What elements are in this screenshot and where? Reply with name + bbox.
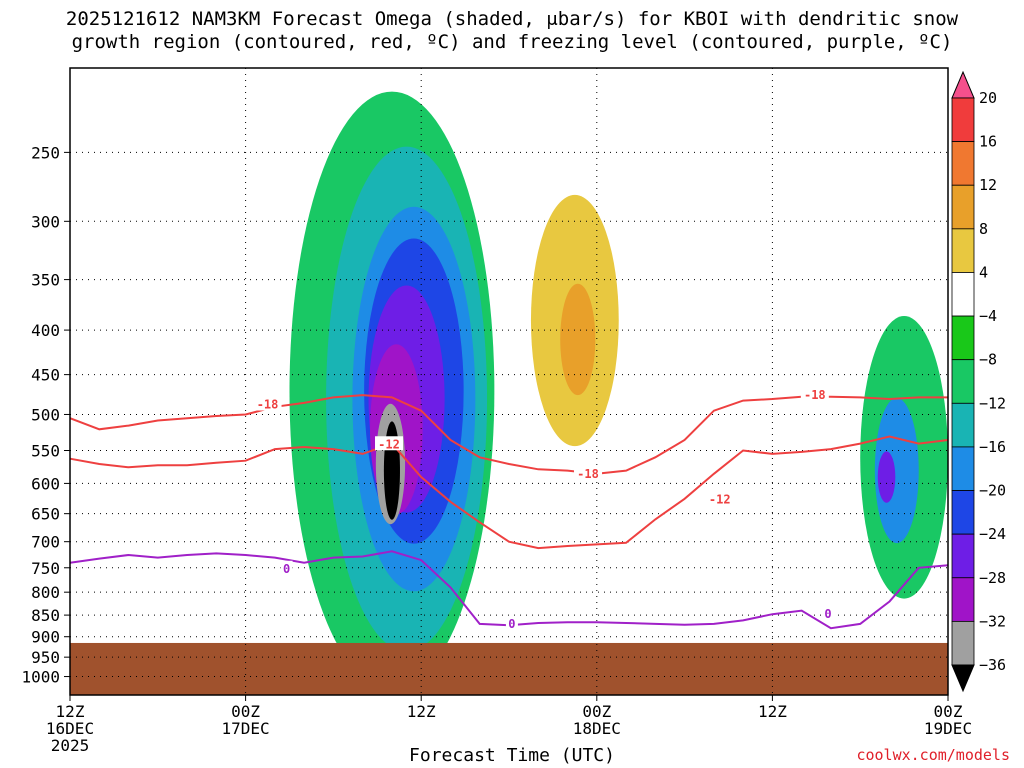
x-tick-line2: 16DEC [45, 719, 95, 738]
y-tick-label-300: 300 [31, 212, 60, 231]
y-tick-label-450: 450 [31, 366, 60, 385]
y-tick-label-650: 650 [31, 505, 60, 524]
contour-label-bg-freezing_level-0 [280, 560, 293, 575]
x-axis-label: Forecast Time (UTC) [409, 745, 615, 766]
colorbar-bin-8 [951, 402, 975, 448]
colorbar-bin-2 [951, 141, 975, 186]
y-tick-label-500: 500 [31, 405, 60, 424]
colorbar-bin-11 [951, 533, 975, 579]
colorbar-label-12: −32 [979, 612, 1006, 630]
chart-title-line-1: 2025121612 NAM3KM Forecast Omega (shaded… [65, 8, 959, 30]
contour-minus_12 [69, 435, 949, 550]
colorbar-top-arrow [951, 70, 975, 99]
x-tick-line1: 12Z [55, 702, 85, 721]
contour-label-minus_12-1: -12 [709, 492, 731, 506]
colorbar-label-13: −36 [979, 656, 1006, 674]
x-tick-line1: 12Z [757, 702, 787, 721]
colorbar-label-3: 8 [979, 220, 988, 238]
y-tick-label-550: 550 [31, 442, 60, 461]
contour-label-freezing_level-2: 0 [824, 607, 831, 621]
x-tick-label-0: 12Z 16DEC 2025 [30, 703, 110, 754]
x-tick-label-5: 00Z 19DEC [908, 703, 988, 754]
contour-label-freezing_level-1: 0 [508, 617, 515, 631]
colorbar-bin-1 [951, 97, 975, 143]
y-tick-label-800: 800 [31, 583, 60, 602]
colorbar-label-8: −16 [979, 438, 1006, 456]
colorbar-bin-13 [951, 620, 975, 666]
colorbar-bin-4 [951, 228, 975, 273]
x-tick-line2: 19DEC [923, 719, 973, 738]
contour-label-bg-freezing_level-1 [505, 615, 518, 630]
y-tick-label-400: 400 [31, 321, 60, 340]
chart-title-line-2: growth region (contoured, red, ºC) and f… [71, 31, 953, 53]
colorbar-label-0: 20 [979, 89, 997, 107]
omega-cell-13 [877, 451, 896, 503]
x-tick-line1: 00Z [933, 702, 963, 721]
colorbar-label-6: −8 [979, 351, 997, 369]
terrain-fill [70, 642, 948, 695]
x-tick-line1: 00Z [582, 702, 612, 721]
colorbar-label-7: −12 [979, 394, 1006, 412]
y-tick-label-750: 750 [31, 559, 60, 578]
contour-label-bg-minus_18-0 [253, 396, 282, 411]
colorbar-label-5: −4 [979, 307, 997, 325]
colorbar-label-9: −20 [979, 482, 1006, 500]
colorbar-label-4: 4 [979, 263, 988, 281]
contour-label-freezing_level-0: 0 [283, 562, 290, 576]
colorbar-label-2: 12 [979, 176, 997, 194]
colorbar-label-10: −24 [979, 525, 1006, 543]
omega-cell-12 [383, 421, 400, 520]
x-tick-line2 [381, 720, 461, 737]
x-tick-line2: 17DEC [221, 719, 270, 738]
omega-cell-9 [874, 397, 919, 544]
y-tick-label-600: 600 [31, 474, 60, 493]
x-tick-line1: 12Z [406, 702, 436, 721]
contour-label-bg-minus_18-2 [800, 387, 829, 402]
y-tick-label-1000: 1000 [21, 668, 60, 687]
omega-cell-11 [560, 283, 596, 396]
contour-label-minus_18-2: -18 [804, 388, 826, 402]
y-tick-label-850: 850 [31, 606, 60, 625]
x-tick-line1: 00Z [231, 702, 261, 721]
y-tick-label-250: 250 [31, 143, 60, 162]
contour-label-minus_18-1: -18 [577, 467, 599, 481]
colorbar: 20 16 12 8 4 −4 −8 −12 −16 −20 −24 −28 −32 −36 [951, 70, 1006, 693]
colorbar-bin-12 [951, 577, 975, 622]
x-tick-line2: 18DEC [572, 719, 621, 738]
plot-frame [69, 67, 949, 696]
contour-label-minus_18-0: -18 [257, 398, 279, 412]
x-tick-label-4: 12Z [732, 703, 812, 754]
colorbar-label-11: −28 [979, 569, 1006, 587]
contour-label-bg-minus_12-1 [705, 491, 734, 506]
y-tick-label-950: 950 [31, 648, 60, 667]
contour-label-bg-minus_18-1 [574, 465, 603, 480]
colorbar-bin-3 [951, 184, 975, 230]
colorbar-bin-9 [951, 446, 975, 491]
colorbar-bin-5 [951, 272, 975, 317]
x-tick-line2 [732, 720, 812, 737]
colorbar-label-1: 16 [979, 133, 997, 151]
y-tick-label-350: 350 [31, 271, 60, 290]
colorbar-bin-6 [951, 315, 975, 361]
y-tick-label-900: 900 [31, 628, 60, 647]
contour-label-bg-freezing_level-2 [822, 606, 835, 621]
credit-text: coolwx.com/models [856, 746, 1010, 764]
colorbar-bottom-arrow [951, 664, 975, 693]
contour-label-bg-minus_12-0 [375, 436, 404, 451]
colorbar-bin-10 [951, 490, 975, 535]
colorbar-bin-7 [951, 359, 975, 404]
plot-region: 0 0 0 -12 -12 -18 -18 -18 250 300 350 400 450 500 550 6… [21, 67, 949, 701]
contour-label-minus_12-0: -12 [378, 437, 400, 451]
x-tick-label-1: 00Z 17DEC [206, 703, 286, 754]
y-tick-label-700: 700 [31, 533, 60, 552]
x-tick-label-2: 12Z [381, 703, 461, 754]
x-tick-line3: 2025 [50, 736, 90, 755]
x-tick-label-3: 00Z 18DEC [557, 703, 637, 754]
